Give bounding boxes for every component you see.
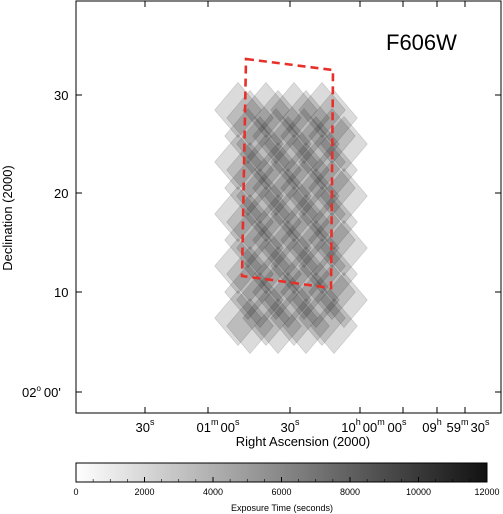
colorbar-tick-label: 6000 bbox=[271, 487, 291, 497]
exposure-tile bbox=[280, 263, 328, 321]
exposure-tile bbox=[310, 141, 358, 199]
exposure-tile bbox=[264, 167, 312, 225]
exposure-tile bbox=[236, 271, 284, 329]
y-tick-label: 02o 00' bbox=[22, 384, 61, 400]
exposure-tile bbox=[282, 193, 330, 251]
exposure-tile bbox=[224, 211, 272, 269]
exposure-tile bbox=[282, 245, 330, 303]
exposure-tile bbox=[270, 185, 318, 243]
exposure-tile bbox=[226, 245, 274, 303]
colorbar-tick-label: 0 bbox=[73, 487, 78, 497]
exposure-tile bbox=[214, 237, 262, 295]
x-tick-label: 59m 30s bbox=[447, 417, 490, 435]
exposure-tile bbox=[254, 245, 302, 303]
x-tick-label: 01m 00s bbox=[197, 417, 240, 435]
exposure-tile bbox=[298, 289, 346, 347]
colorbar-tick-label: 12000 bbox=[474, 487, 499, 497]
exposure-tile bbox=[298, 237, 346, 295]
exposure-tile bbox=[270, 237, 318, 295]
exposure-tile bbox=[226, 89, 274, 147]
exposure-tile bbox=[308, 159, 356, 217]
exposure-tile bbox=[282, 89, 330, 147]
exposure-tile bbox=[226, 141, 274, 199]
colorbar-ticks: 0 2000 4000 6000 8000 10000 12000 bbox=[73, 477, 500, 497]
exposure-tile bbox=[280, 107, 328, 165]
exposure-tile bbox=[308, 211, 356, 269]
exposure-tile bbox=[214, 289, 262, 347]
x-tick-label: 30s bbox=[281, 417, 300, 435]
x-tick-label: 30s bbox=[136, 417, 155, 435]
exposure-tile bbox=[308, 263, 356, 321]
exposure-tile bbox=[254, 297, 302, 355]
x-axis-label: Right Ascension (2000) bbox=[236, 434, 370, 449]
x-tick-label: 09h bbox=[422, 417, 441, 435]
exposure-tile bbox=[242, 133, 290, 191]
plot-area bbox=[75, 0, 502, 414]
x-tick-label: 00s bbox=[388, 417, 407, 435]
exposure-tile bbox=[292, 219, 340, 277]
exposure-tile bbox=[224, 159, 272, 217]
exposure-tile bbox=[264, 271, 312, 329]
colorbar-tick-label: 4000 bbox=[203, 487, 223, 497]
exposure-tile bbox=[270, 289, 318, 347]
exposure-tile bbox=[214, 133, 262, 191]
exposure-tile bbox=[298, 185, 346, 243]
y-tick-label: 10 bbox=[54, 285, 68, 300]
x-tick-label: 10h 00m bbox=[341, 417, 384, 435]
y-tick-label: 30 bbox=[54, 88, 68, 103]
colorbar-tick-label: 2000 bbox=[134, 487, 154, 497]
exposure-tile bbox=[310, 297, 358, 355]
exposure-tile bbox=[292, 167, 340, 225]
exposure-tile bbox=[254, 193, 302, 251]
colorbar-tick-label: 10000 bbox=[406, 487, 431, 497]
exposure-tile bbox=[226, 297, 274, 355]
exposure-tile bbox=[270, 81, 318, 139]
colorbar-label: Exposure Time (seconds) bbox=[231, 503, 333, 513]
exposure-tile bbox=[308, 107, 356, 165]
exposure-tile bbox=[242, 81, 290, 139]
colorbar-tick-label: 8000 bbox=[340, 487, 360, 497]
exposure-tile bbox=[270, 133, 318, 191]
y-axis-label: Declination (2000) bbox=[0, 165, 15, 271]
exposure-tile bbox=[310, 193, 358, 251]
exposure-tile bbox=[214, 81, 262, 139]
survey-outline bbox=[240, 57, 335, 290]
exposure-tile bbox=[242, 185, 290, 243]
exposure-tile bbox=[282, 297, 330, 355]
exposure-tile bbox=[224, 107, 272, 165]
exposure-tile bbox=[320, 271, 368, 329]
exposure-tile bbox=[280, 211, 328, 269]
exposure-tile bbox=[254, 141, 302, 199]
exposure-tile bbox=[310, 89, 358, 147]
exposure-tile bbox=[242, 237, 290, 295]
exposure-tile bbox=[264, 219, 312, 277]
exposure-tile bbox=[236, 219, 284, 277]
exposure-tile bbox=[292, 115, 340, 173]
exposure-tile bbox=[254, 89, 302, 147]
exposure-tile bbox=[264, 115, 312, 173]
exposure-tile bbox=[298, 81, 346, 139]
y-tick-label: 20 bbox=[54, 186, 68, 201]
exposure-tile bbox=[292, 271, 340, 329]
exposure-tile bbox=[252, 211, 300, 269]
exposure-mosaic bbox=[214, 81, 368, 355]
exposure-tile bbox=[226, 193, 274, 251]
exposure-tile bbox=[280, 159, 328, 217]
exposure-tile bbox=[242, 289, 290, 347]
exposure-tile bbox=[298, 133, 346, 191]
exposure-tile bbox=[252, 159, 300, 217]
panel-label: F606W bbox=[386, 30, 457, 55]
exposure-tile bbox=[214, 185, 262, 243]
exposure-tile bbox=[282, 141, 330, 199]
exposure-tile bbox=[252, 107, 300, 165]
